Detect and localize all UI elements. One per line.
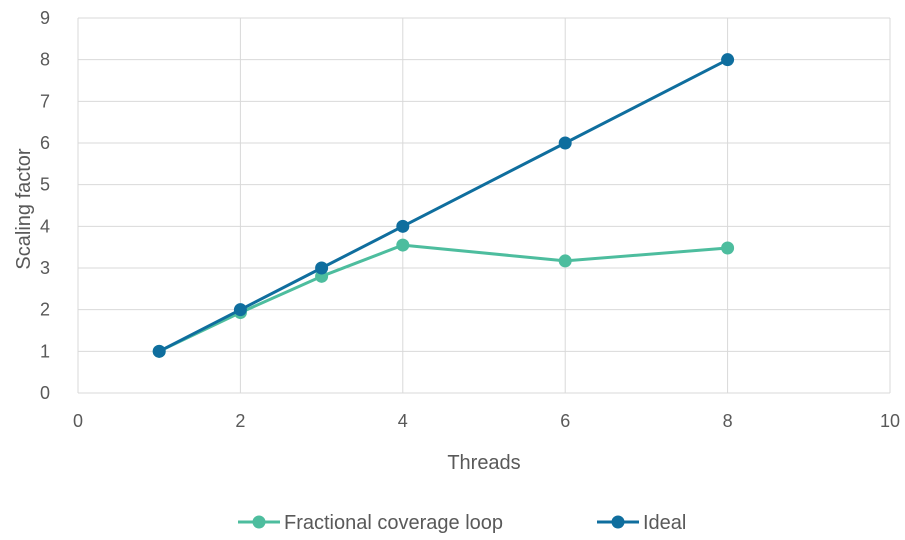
y-axis-ticks: 0 1 2 3 4 5 6 7 8 9 xyxy=(40,8,50,403)
gridlines xyxy=(77,17,891,394)
data-point xyxy=(396,238,410,252)
legend: Fractional coverage loop Ideal xyxy=(238,512,686,534)
y-tick-label: 2 xyxy=(40,300,50,320)
y-tick-label: 5 xyxy=(40,175,50,195)
y-tick-label: 4 xyxy=(40,216,50,236)
y-tick-label: 9 xyxy=(40,8,50,28)
y-tick-label: 8 xyxy=(40,50,50,70)
x-tick-label: 4 xyxy=(398,411,408,431)
x-tick-label: 0 xyxy=(73,411,83,431)
x-tick-label: 8 xyxy=(723,411,733,431)
x-tick-label: 2 xyxy=(235,411,245,431)
y-tick-label: 7 xyxy=(40,91,50,111)
x-axis-ticks: 0 2 4 6 8 10 xyxy=(73,411,900,431)
data-point xyxy=(233,303,247,317)
x-tick-label: 6 xyxy=(560,411,570,431)
legend-item: Fractional coverage loop xyxy=(238,512,503,534)
x-axis-title: Threads xyxy=(447,452,520,474)
y-tick-label: 3 xyxy=(40,258,50,278)
series-line xyxy=(158,243,728,353)
data-point xyxy=(396,219,410,233)
legend-label: Ideal xyxy=(643,512,686,534)
x-tick-label: 10 xyxy=(880,411,900,431)
series-2 xyxy=(152,53,735,358)
y-tick-label: 0 xyxy=(40,383,50,403)
y-tick-label: 1 xyxy=(40,341,50,361)
y-tick-label: 6 xyxy=(40,133,50,153)
legend-item: Ideal xyxy=(597,512,686,534)
data-point xyxy=(152,344,166,358)
legend-marker xyxy=(611,515,625,529)
data-point xyxy=(558,254,572,268)
data-point xyxy=(721,241,735,255)
series-line xyxy=(158,58,729,353)
series-layer xyxy=(152,53,735,358)
legend-label: Fractional coverage loop xyxy=(284,512,503,534)
data-point xyxy=(558,136,572,150)
data-point xyxy=(315,261,329,275)
y-axis-title: Scaling factor xyxy=(13,148,35,270)
legend-marker xyxy=(252,515,266,529)
data-point xyxy=(721,53,735,67)
